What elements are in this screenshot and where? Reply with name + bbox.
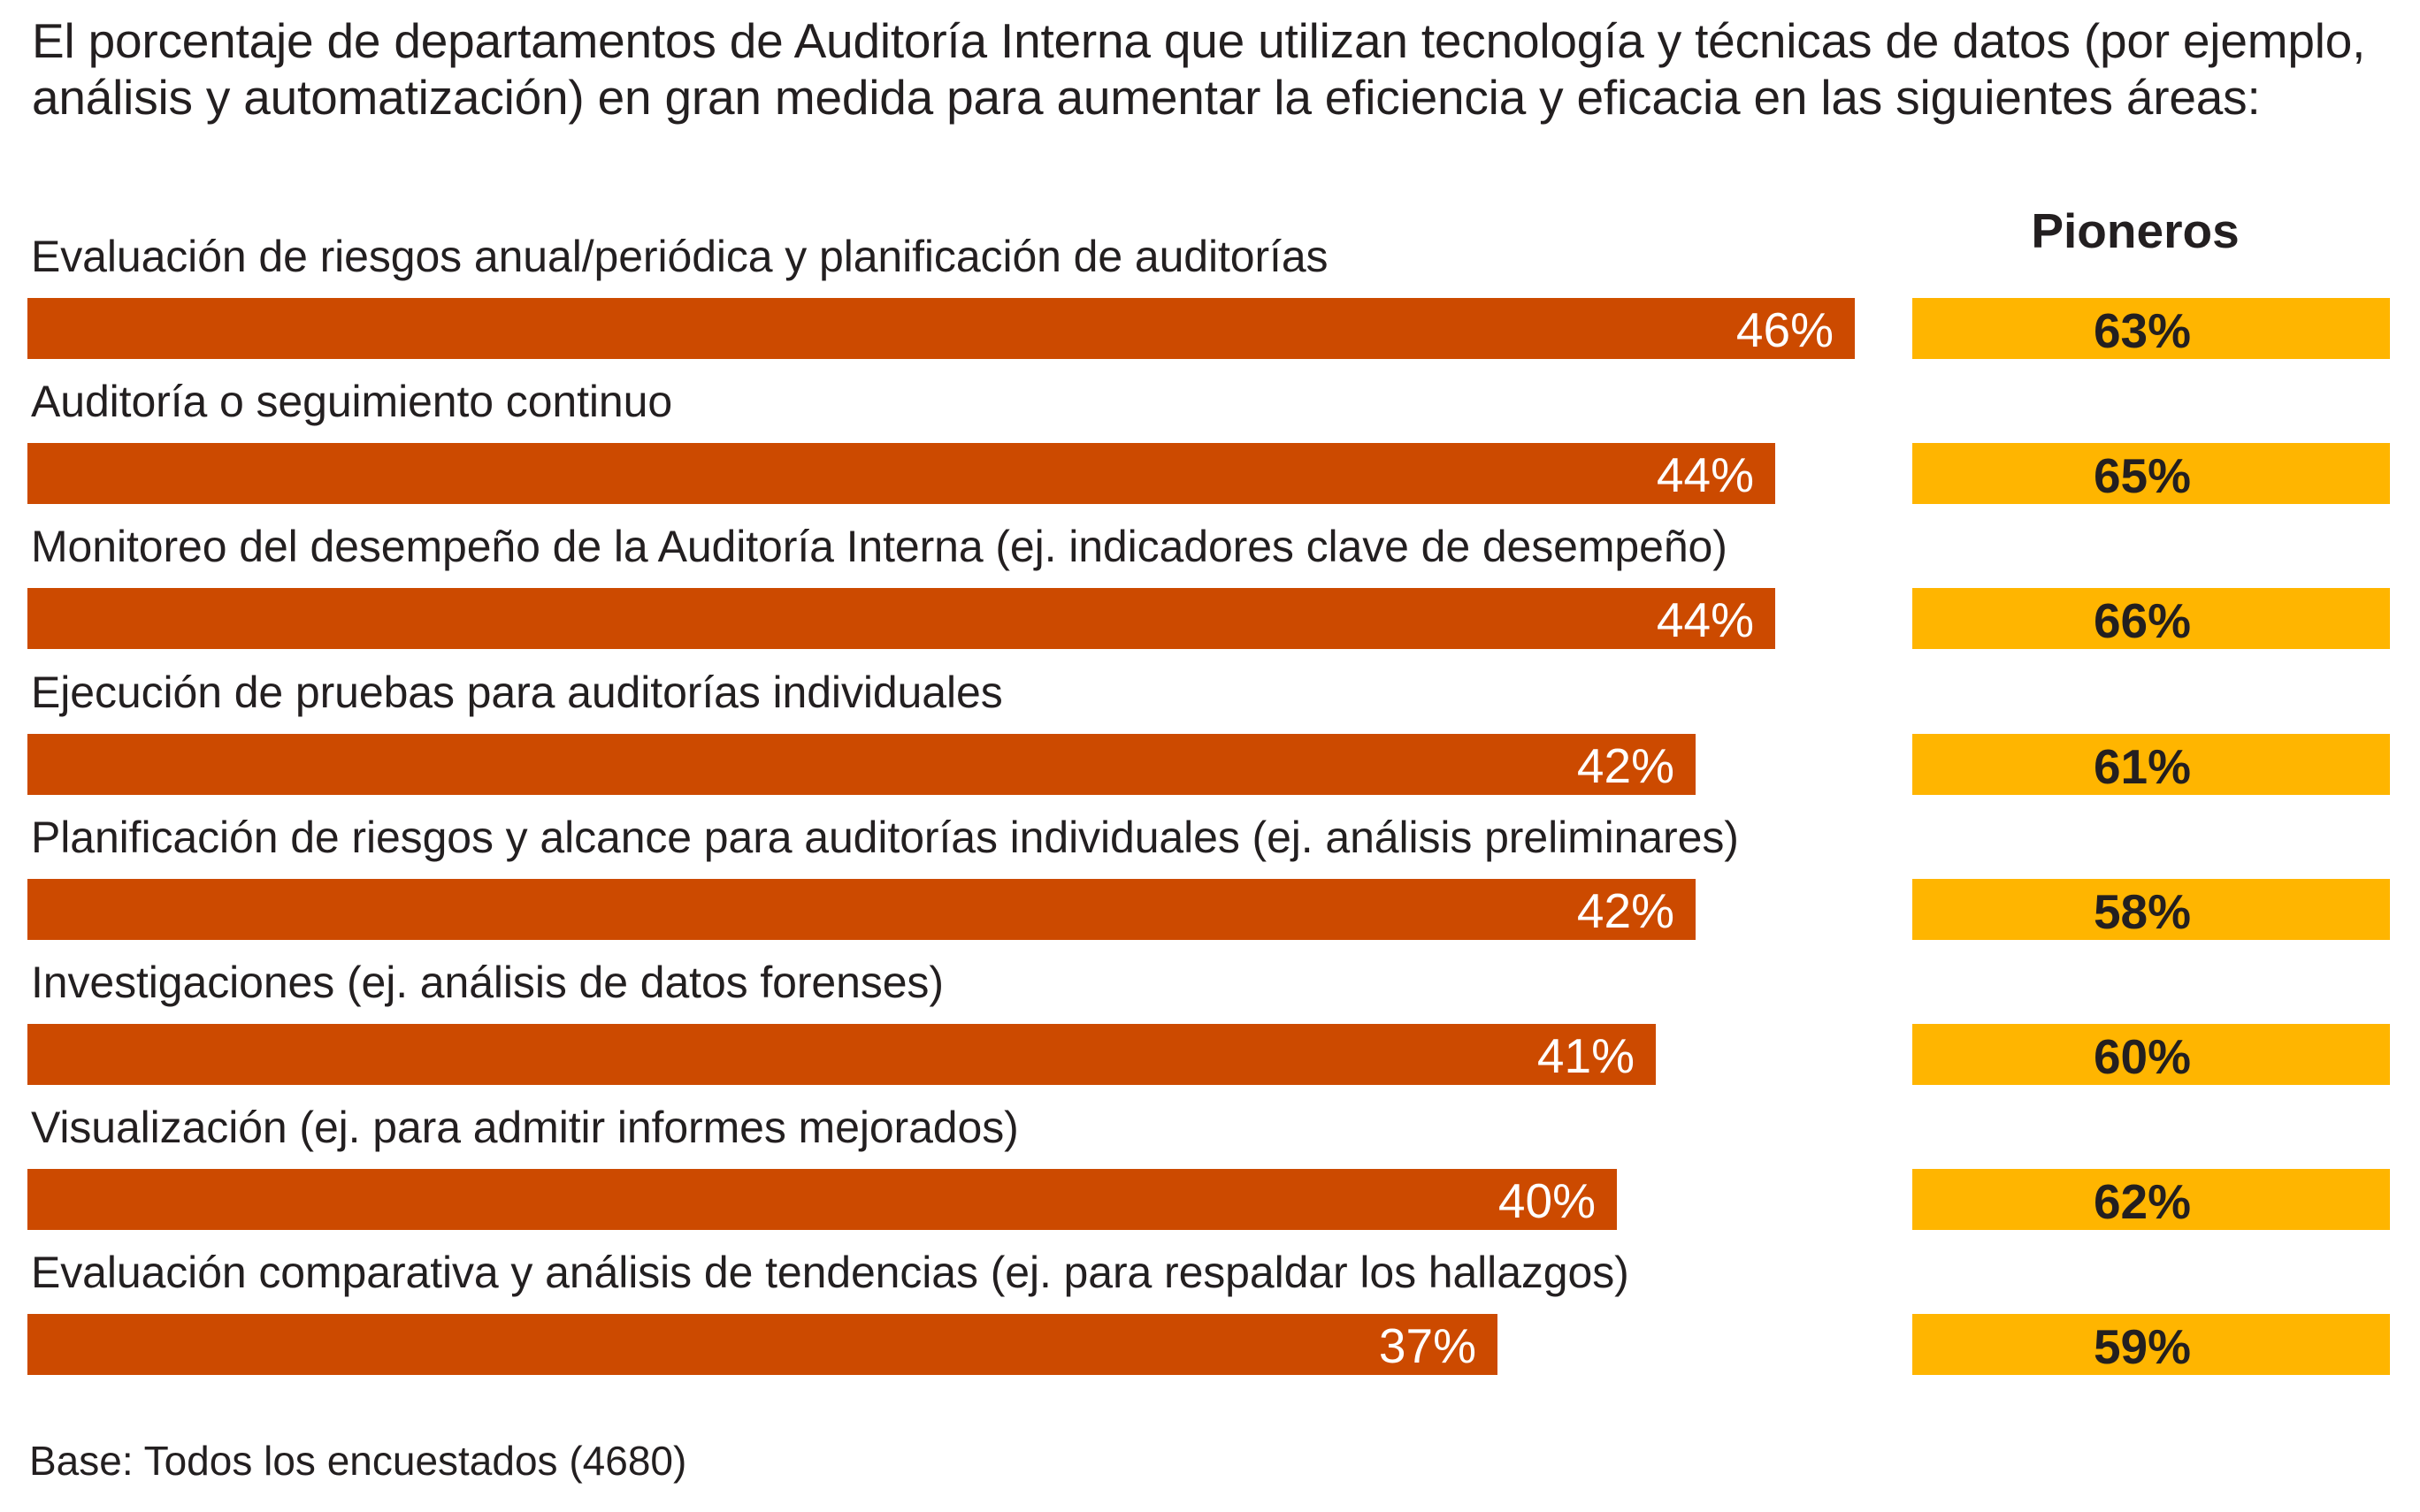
footnote-base: Base: Todos los encuestados (4680) xyxy=(29,1438,687,1484)
pioneers-value-label: 61% xyxy=(2093,739,2192,794)
pioneers-value-box: 66% xyxy=(1912,588,2390,649)
category-label: Monitoreo del desempeño de la Auditoría … xyxy=(31,522,1727,571)
category-label: Evaluación comparativa y análisis de ten… xyxy=(31,1248,1629,1297)
bar-value-label: 42% xyxy=(1576,738,1674,793)
pioneers-value-label: 66% xyxy=(2093,593,2192,648)
pioneers-value-box: 59% xyxy=(1912,1314,2390,1375)
pioneers-value-box: 60% xyxy=(1912,1024,2390,1085)
pioneers-value-box: 63% xyxy=(1912,298,2390,359)
category-label: Investigaciones (ej. análisis de datos f… xyxy=(31,958,944,1007)
pioneers-column-header: Pioneros xyxy=(2031,203,2240,258)
chart-title: El porcentaje de departamentos de Audito… xyxy=(32,13,2366,125)
category-label: Planificación de riesgos y alcance para … xyxy=(31,813,1739,862)
pioneers-value-label: 60% xyxy=(2093,1029,2192,1084)
bar-value-label: 44% xyxy=(1656,592,1754,647)
bar-all-respondents: 46% xyxy=(27,298,1855,359)
pioneers-value-label: 59% xyxy=(2093,1319,2192,1374)
pioneers-value-box: 61% xyxy=(1912,734,2390,795)
pioneers-value-box: 62% xyxy=(1912,1169,2390,1230)
pioneers-value-label: 65% xyxy=(2093,448,2192,503)
category-label: Auditoría o seguimiento continuo xyxy=(31,377,673,426)
category-label: Visualización (ej. para admitir informes… xyxy=(31,1103,1019,1152)
pioneers-value-label: 58% xyxy=(2093,884,2192,939)
bar-all-respondents: 42% xyxy=(27,879,1696,940)
pioneers-value-box: 58% xyxy=(1912,879,2390,940)
bar-all-respondents: 44% xyxy=(27,443,1775,504)
bar-value-label: 40% xyxy=(1497,1173,1596,1228)
bar-value-label: 46% xyxy=(1735,302,1834,357)
bar-value-label: 41% xyxy=(1536,1028,1635,1083)
bar-all-respondents: 40% xyxy=(27,1169,1617,1230)
category-label: Evaluación de riesgos anual/periódica y … xyxy=(31,232,1329,281)
bar-all-respondents: 37% xyxy=(27,1314,1497,1375)
pioneers-value-label: 63% xyxy=(2093,303,2192,358)
pioneers-value-box: 65% xyxy=(1912,443,2390,504)
bar-all-respondents: 41% xyxy=(27,1024,1656,1085)
bar-value-label: 42% xyxy=(1576,883,1674,938)
bar-value-label: 44% xyxy=(1656,447,1754,502)
pioneers-value-label: 62% xyxy=(2093,1174,2192,1229)
category-label: Ejecución de pruebas para auditorías ind… xyxy=(31,668,1003,717)
bar-all-respondents: 42% xyxy=(27,734,1696,795)
bar-all-respondents: 44% xyxy=(27,588,1775,649)
bar-value-label: 37% xyxy=(1378,1318,1476,1373)
